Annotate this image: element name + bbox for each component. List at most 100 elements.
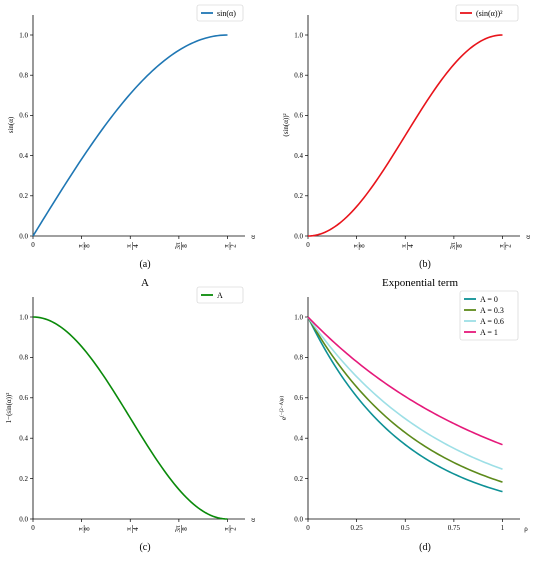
x-tick-den: 8 [359, 244, 367, 248]
section-title-left: A [141, 277, 149, 289]
x-tick-num: π [125, 527, 133, 531]
y-axis-label: 1−(sin(α))² [5, 393, 13, 424]
x-tick-label: 1 [501, 524, 505, 532]
x-tick-label: 0.5 [401, 524, 410, 532]
y-tick-label: 1.0 [19, 313, 28, 321]
y-tick-label: 0.2 [294, 192, 303, 200]
panel-caption: (b) [419, 259, 431, 270]
legend-box [196, 4, 244, 22]
y-tick-label: 0.4 [294, 435, 303, 443]
panel-caption: (d) [419, 542, 431, 553]
legend-box [459, 290, 519, 341]
legend-label: A = 0.6 [480, 317, 504, 326]
y-tick-label: 0.4 [294, 152, 303, 160]
x-tick-den: 2 [229, 527, 237, 531]
chart-d: 0.0 0.2 0.4 0.6 0.8 1.0 0 0.25 0.5 0.75 1 ρ e(−(2−A)… [280, 290, 528, 553]
x-tick-num: π [352, 244, 360, 248]
y-tick-label: 0.8 [19, 354, 28, 362]
y-axis-label: (sin(α))² [282, 113, 290, 136]
series-line-3 [307, 316, 503, 446]
legend-box [455, 4, 519, 22]
x-tick-label: 0.75 [448, 524, 461, 532]
x-tick-num: π [222, 244, 230, 248]
y-tick-label: 0.0 [19, 232, 28, 240]
x-tick-den: 4 [407, 244, 415, 248]
x-axis-label: α [249, 235, 257, 239]
x-tick-num: π [77, 244, 85, 248]
x-tick-den: 4 [132, 527, 140, 531]
legend-label: A = 0.3 [480, 306, 504, 315]
x-tick-label: 3π 8 [174, 242, 189, 250]
x-tick-label: 0 [306, 241, 310, 249]
x-axis-label: α [524, 235, 532, 239]
y-axis-label-base: e [280, 417, 288, 420]
chart-a: 0.00.20.40.60.81.00 π 8 π 4 3π 8 π 2αsin(α)sin(α… [7, 4, 257, 270]
y-axis-label: e(−(2−A)ρ) [280, 396, 288, 420]
x-tick-den: 8 [84, 244, 92, 248]
panel-caption: (c) [139, 542, 150, 553]
series-line-0 [307, 34, 503, 237]
y-tick-label: 0.4 [19, 435, 28, 443]
x-tick-den: 8 [181, 244, 189, 248]
legend-label: (sin(α))² [476, 9, 503, 18]
x-axis-label: α [249, 518, 257, 522]
section-title-right: Exponential term [382, 277, 459, 289]
legend-label: A = 0 [480, 295, 498, 304]
x-tick-label: 0 [31, 241, 35, 249]
y-axis-label: sin(α) [7, 116, 15, 133]
x-tick-den: 2 [504, 244, 512, 248]
y-tick-label: 0.8 [19, 72, 28, 80]
x-tick-label: 0.25 [350, 524, 363, 532]
legend-label: A [217, 291, 223, 300]
y-tick-label: 0.6 [294, 112, 303, 120]
x-tick-num: π [222, 527, 230, 531]
x-tick-den: 8 [84, 527, 92, 531]
y-tick-label: 0.6 [19, 112, 28, 120]
x-tick-den: 4 [132, 244, 140, 248]
panel-caption: (a) [139, 259, 150, 270]
y-tick-label: 1.0 [294, 31, 303, 39]
x-tick-num: π [77, 527, 85, 531]
series-line-0 [307, 316, 503, 493]
legend-label: sin(α) [217, 9, 236, 18]
y-tick-label: 0.8 [294, 72, 303, 80]
series-line-0 [32, 316, 228, 520]
series-line-2 [307, 316, 503, 470]
x-tick-label: 0 [31, 524, 35, 532]
y-tick-label: 0.0 [294, 515, 303, 523]
legend-box [196, 286, 244, 304]
x-tick-num: π [125, 244, 133, 248]
y-tick-label: 0.0 [294, 232, 303, 240]
y-tick-label: 1.0 [19, 31, 28, 39]
x-axis-label: ρ [524, 525, 528, 533]
y-tick-label: 1.0 [294, 313, 303, 321]
series-line-1 [307, 316, 503, 483]
series-line-0 [32, 34, 228, 237]
chart-b: 0.00.20.40.60.81.00 π 8 π 4 3π 8 π 2α(sin(α))²(s… [282, 4, 532, 270]
y-tick-label: 0.6 [19, 394, 28, 402]
y-tick-label: 0.2 [294, 475, 303, 483]
x-tick-den: 8 [456, 244, 464, 248]
x-tick-num: 3π [449, 242, 457, 250]
chart-panels: 0.00.20.40.60.81.00 π 8 π 4 3π 8 π 2αsin(α)sin(α… [5, 4, 532, 553]
y-tick-label: 0.2 [19, 475, 28, 483]
y-tick-label: 0.4 [19, 152, 28, 160]
x-tick-label: 3π 8 [449, 242, 464, 250]
x-tick-num: π [400, 244, 408, 248]
x-tick-num: 3π [174, 242, 182, 250]
y-axis-label-exp: (−(2−A)ρ) [280, 396, 285, 417]
x-tick-num: 3π [174, 525, 182, 533]
y-tick-label: 0.6 [294, 394, 303, 402]
y-tick-label: 0.8 [294, 354, 303, 362]
y-tick-label: 0.2 [19, 192, 28, 200]
